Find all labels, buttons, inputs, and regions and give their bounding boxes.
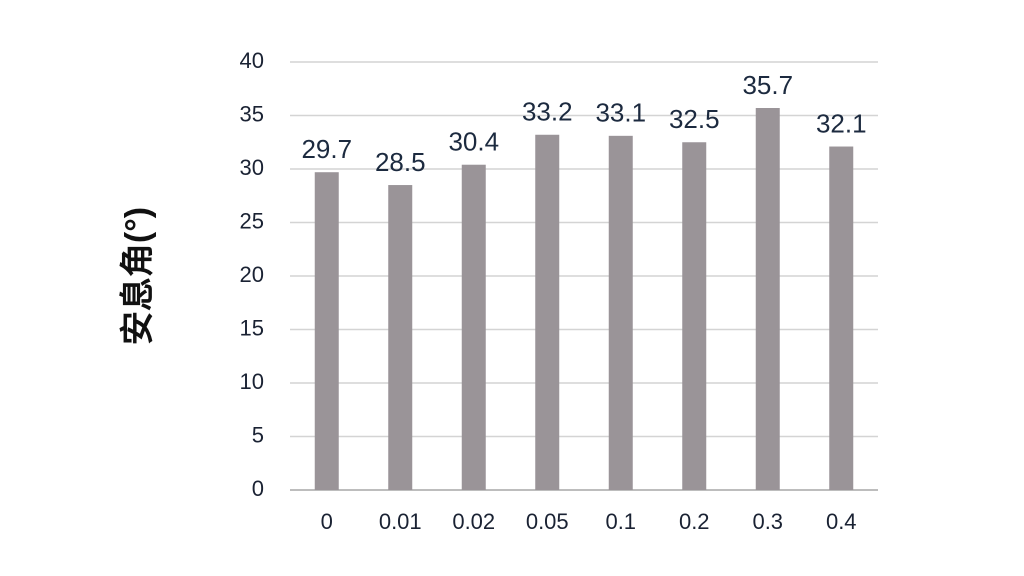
- data-label: 32.1: [816, 108, 867, 138]
- y-tick-label: 25: [240, 208, 264, 233]
- bar: [829, 146, 854, 490]
- y-tick-label: 20: [240, 262, 264, 287]
- bar: [608, 135, 633, 490]
- y-axis-label: 安息角(°): [118, 207, 157, 345]
- x-tick-label: 0: [321, 509, 333, 534]
- data-label: 28.5: [375, 147, 426, 177]
- y-tick-label: 10: [240, 369, 264, 394]
- data-label: 33.2: [522, 97, 573, 127]
- x-tick-label: 0.01: [379, 509, 422, 534]
- y-tick-label: 35: [240, 101, 264, 126]
- x-tick-label: 0.05: [526, 509, 569, 534]
- y-tick-label: 5: [252, 422, 264, 447]
- y-tick-label: 0: [252, 476, 264, 501]
- x-tick-label: 0.3: [752, 509, 783, 534]
- y-tick-label: 15: [240, 315, 264, 340]
- y-tick-label: 30: [240, 155, 264, 180]
- x-tick-label: 0.1: [605, 509, 636, 534]
- bar: [388, 185, 413, 491]
- x-tick-label: 0.2: [679, 509, 710, 534]
- data-label: 35.7: [742, 70, 793, 100]
- y-tick-label: 40: [240, 48, 264, 73]
- data-label: 33.1: [595, 98, 646, 128]
- bar: [314, 172, 339, 490]
- data-label: 29.7: [301, 134, 352, 164]
- data-label: 30.4: [448, 127, 499, 157]
- bar: [755, 108, 780, 490]
- bar: [682, 142, 707, 490]
- bar: [535, 134, 560, 490]
- bar: [461, 164, 486, 490]
- x-tick-label: 0.02: [452, 509, 495, 534]
- data-label: 32.5: [669, 104, 720, 134]
- x-tick-label: 0.4: [826, 509, 857, 534]
